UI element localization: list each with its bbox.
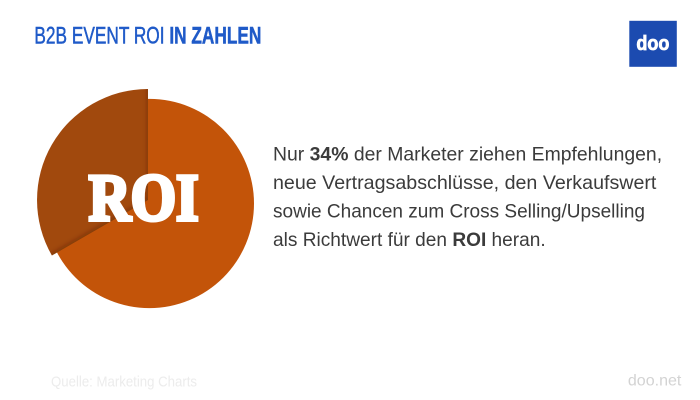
svg-text:doo.net: doo.net [628,373,682,390]
svg-text:ROI: ROI [89,162,199,235]
svg-text:B2B EVENT ROI IN ZAHLEN: B2B EVENT ROI IN ZAHLEN [34,22,261,49]
svg-text:als Richtwert für den ROI hera: als Richtwert für den ROI heran. [273,229,546,251]
svg-text:neue Vertragsabschlüsse, den V: neue Vertragsabschlüsse, den Verkaufswer… [273,172,657,194]
svg-text:sowie Chancen zum Cross Sellin: sowie Chancen zum Cross Selling/Upsellin… [273,201,645,223]
svg-text:doo: doo [636,32,669,55]
svg-text:Quelle: Marketing Charts: Quelle: Marketing Charts [51,374,197,391]
svg-text:Nur 34% der Marketer ziehen Em: Nur 34% der Marketer ziehen Empfehlungen… [273,143,662,165]
